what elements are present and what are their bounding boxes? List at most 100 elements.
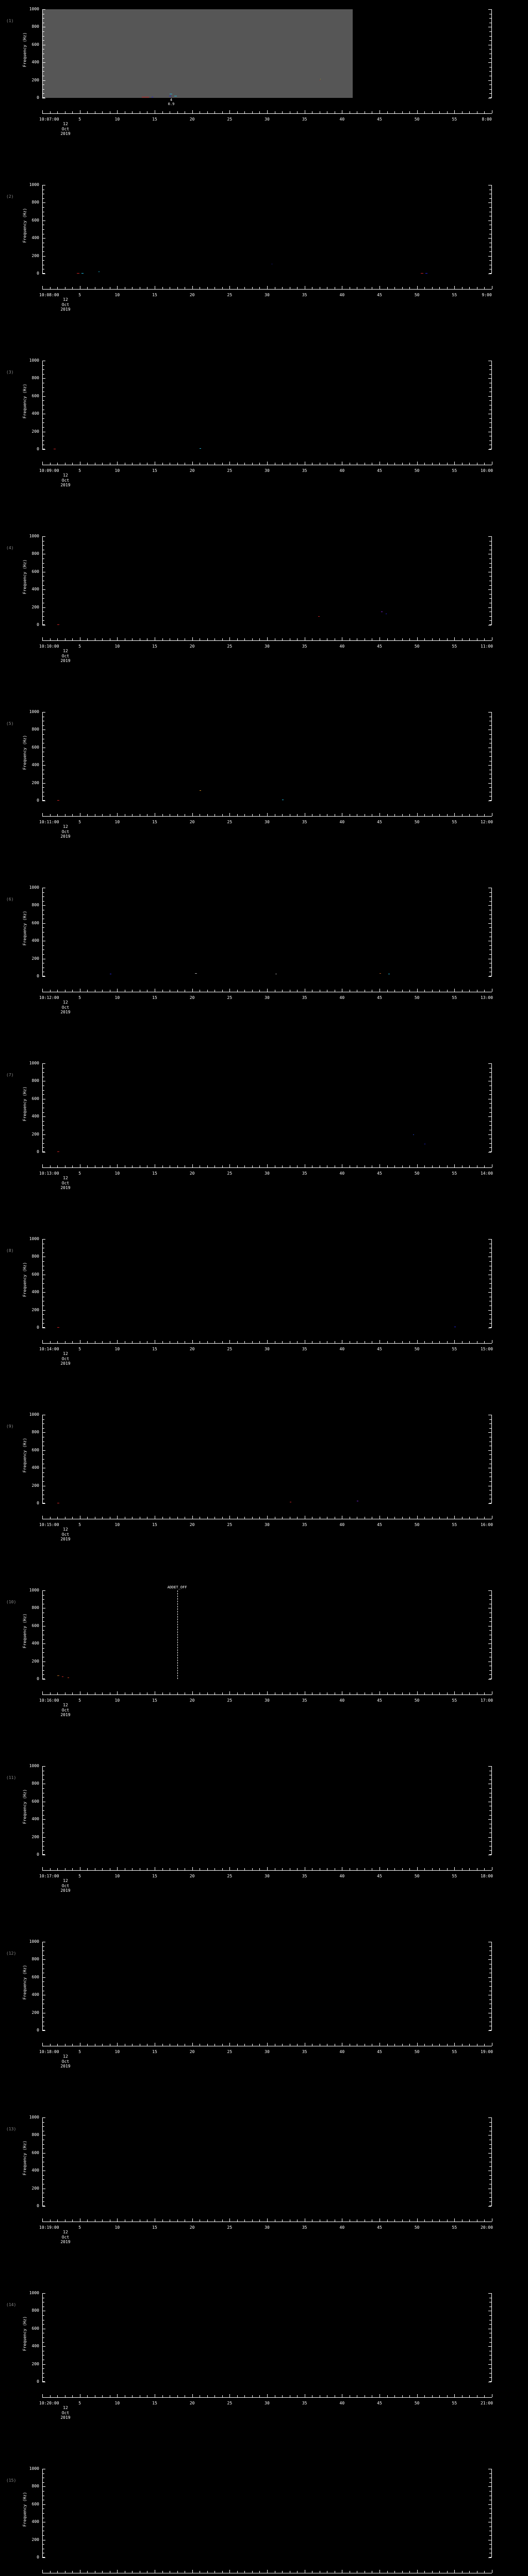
- right-axis-minor-tick: [489, 1072, 491, 1073]
- y-axis-tick-label: 600: [31, 569, 39, 574]
- x-axis-tick-label: 20: [189, 1171, 195, 1176]
- x-axis-minor-tick: [394, 990, 395, 992]
- detection-mark: [420, 273, 423, 274]
- x-axis-tick-label: 40: [339, 2225, 345, 2230]
- y-axis-tick-label: 800: [31, 1430, 39, 1435]
- y-axis-minor-tick: [42, 1850, 44, 1851]
- x-axis-tick: [454, 286, 455, 289]
- x-axis-tick-label: 20: [189, 293, 195, 297]
- y-axis-tick: [42, 2486, 45, 2487]
- x-axis-minor-tick: [439, 2044, 440, 2046]
- y-axis-minor-tick: [42, 1147, 44, 1148]
- x-axis-date-stack: 12 Oct 2019: [42, 1351, 89, 1366]
- x-axis-minor-tick: [177, 1165, 178, 1167]
- x-axis-minor-tick: [432, 1692, 433, 1694]
- x-axis-tick: [267, 989, 268, 992]
- y-axis-tick-label: 1000: [29, 1061, 39, 1065]
- x-axis-date-month: Oct: [61, 302, 70, 307]
- x-axis-minor-tick: [162, 1517, 163, 1519]
- y-axis-minor-tick: [42, 440, 44, 441]
- x-axis-tick-label: 55: [452, 117, 457, 122]
- x-axis-minor-tick: [177, 111, 178, 113]
- y-axis-title-wrap: Frequency (Hz): [13, 23, 27, 79]
- y-axis-minor-tick: [42, 896, 44, 897]
- right-axis-minor-tick: [489, 2544, 491, 2545]
- y-axis-tick: [42, 1116, 45, 1117]
- y-axis-tick: [42, 202, 45, 204]
- y-axis-title: Frequency (Hz): [22, 383, 27, 419]
- right-axis-minor-tick: [489, 2148, 491, 2149]
- x-axis-tick-label: 55: [452, 468, 457, 473]
- y-axis-title-wrap: Frequency (Hz): [13, 2131, 27, 2188]
- detection-value-annotation: 4 0.9: [168, 98, 175, 106]
- x-axis-minor-tick: [409, 990, 410, 992]
- x-axis-minor-tick: [469, 2571, 470, 2573]
- y-axis-tick-label: 200: [31, 1483, 39, 1488]
- x-axis-tick-label: 50: [414, 468, 420, 473]
- x-axis-start-time-label: 10:08:00: [39, 293, 59, 297]
- y-axis-title: Frequency (Hz): [22, 910, 27, 946]
- x-axis-tick-label: 30: [265, 293, 270, 297]
- detection-mark: [57, 800, 60, 801]
- x-axis-minor-tick: [50, 990, 51, 992]
- x-axis-minor-tick: [402, 1868, 403, 1870]
- x-axis-minor-tick: [432, 287, 433, 289]
- right-axis-minor-tick: [489, 18, 491, 19]
- x-axis-minor-tick: [394, 1517, 395, 1519]
- x-axis-minor-tick: [222, 1517, 223, 1519]
- spectrogram-canvas: [42, 1942, 492, 2030]
- x-axis-minor-tick: [439, 287, 440, 289]
- x-axis-minor-tick: [244, 2219, 245, 2222]
- x-axis-minor-tick: [484, 1165, 485, 1167]
- y-axis-minor-tick: [42, 374, 44, 375]
- x-axis-tick-label: 15: [152, 644, 157, 649]
- spectrogram-panel: (14) 0 200 400 600 800 1000 Frequency (Hz) 10:20…: [0, 2284, 528, 2460]
- y-axis-tick-label: 200: [31, 1658, 39, 1664]
- x-axis-minor-tick: [132, 1341, 133, 1343]
- y-axis-tick: [42, 238, 45, 239]
- y-axis-tick: [42, 1679, 45, 1680]
- y-axis-title-wrap: Frequency (Hz): [13, 374, 27, 431]
- x-axis-date-stack: 12 Oct 2019: [42, 1878, 89, 1893]
- y-axis-tick: [42, 1063, 45, 1064]
- y-axis-tick-label: 400: [31, 1290, 39, 1295]
- right-axis-tick: [488, 80, 491, 81]
- x-axis-minor-tick: [72, 2571, 73, 2573]
- x-axis-tick-label: 10: [114, 995, 120, 1000]
- y-axis-minor-tick: [42, 1981, 44, 1982]
- right-axis-line: [491, 1239, 492, 1328]
- y-axis-tick-label: 1000: [29, 1939, 39, 1944]
- x-axis-end-time-label: 9:00: [482, 293, 492, 297]
- x-axis-minor-tick: [424, 814, 425, 816]
- x-axis-date-stack: 12 Oct 2019: [42, 1000, 89, 1015]
- y-axis-minor-tick: [42, 2157, 44, 2158]
- right-axis-minor-tick: [489, 1454, 491, 1455]
- x-axis-minor-tick: [57, 1868, 58, 1870]
- detection-mark: [413, 1134, 415, 1135]
- y-axis-minor-tick: [42, 229, 44, 230]
- x-axis-tick: [117, 989, 118, 992]
- y-axis-minor-tick: [42, 594, 44, 595]
- x-axis-tick: [229, 813, 230, 816]
- x-axis-tick-label: 35: [302, 2049, 307, 2054]
- x-axis-minor-tick: [252, 1692, 253, 1694]
- right-axis-tick: [488, 1310, 491, 1311]
- x-axis-tick-label: 50: [414, 1347, 420, 1351]
- x-axis-date-year: 2019: [60, 131, 71, 136]
- right-axis-tick: [488, 589, 491, 590]
- spectrogram-canvas: [42, 2117, 492, 2206]
- spectrogram-canvas: [42, 1415, 492, 1503]
- y-axis-minor-tick: [42, 40, 44, 41]
- x-axis-minor-tick: [87, 463, 88, 465]
- x-axis-tick-label: 35: [302, 995, 307, 1000]
- x-axis-minor-tick: [439, 1341, 440, 1343]
- x-axis-tick: [417, 286, 418, 289]
- x-axis-tick: [192, 1164, 193, 1167]
- x-axis-tick: [117, 110, 118, 113]
- x-axis-minor-tick: [222, 111, 223, 113]
- x-axis-date-stack: 12 Oct 2019: [42, 473, 89, 488]
- y-axis-tick-label: 1000: [29, 1236, 39, 1241]
- x-axis-minor-tick: [132, 638, 133, 640]
- y-axis-tick: [42, 80, 45, 81]
- y-axis-tick: [42, 2346, 45, 2347]
